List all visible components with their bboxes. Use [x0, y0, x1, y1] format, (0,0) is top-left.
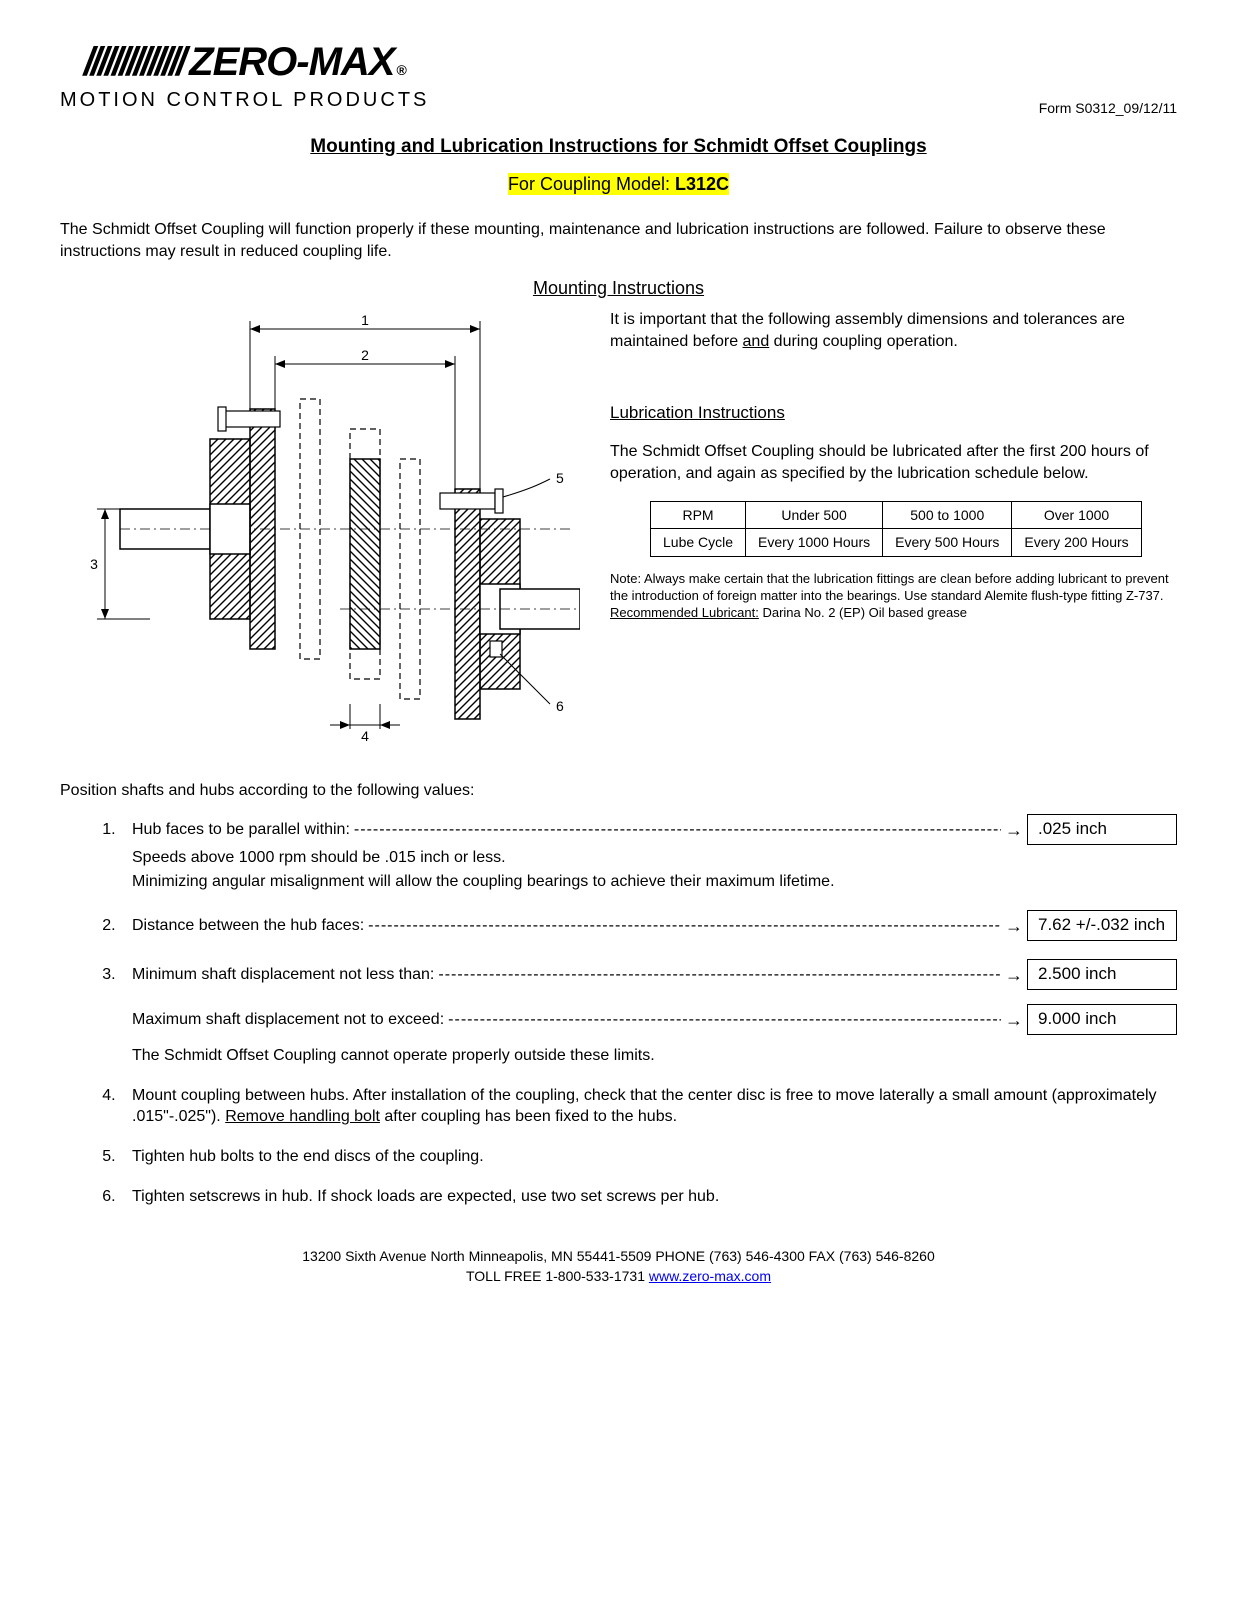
table-cell: Every 500 Hours: [883, 529, 1012, 557]
table-row: Lube Cycle Every 1000 Hours Every 500 Ho…: [651, 529, 1142, 557]
list-item: Minimum shaft displacement not less than…: [120, 959, 1177, 1066]
dash-leader: ----------------------------------------…: [368, 915, 1001, 937]
dim-4-label: 4: [361, 728, 369, 744]
table-cell: Lube Cycle: [651, 529, 746, 557]
steps-list: Hub faces to be parallel within: -------…: [120, 814, 1177, 1207]
lubrication-note: Note: Always make certain that the lubri…: [610, 571, 1177, 622]
footer: 13200 Sixth Avenue North Minneapolis, MN…: [60, 1247, 1177, 1286]
table-cell: Under 500: [746, 501, 883, 529]
list-item: Mount coupling between hubs. After insta…: [120, 1085, 1177, 1128]
table-cell: Every 1000 Hours: [746, 529, 883, 557]
dash-leader: ----------------------------------------…: [448, 1009, 1001, 1031]
lubrication-heading: Lubrication Instructions: [610, 402, 1177, 425]
logo-text: ZERO-MAX: [189, 40, 394, 85]
intro-paragraph: The Schmidt Offset Coupling will functio…: [60, 219, 1177, 262]
table-row: RPM Under 500 500 to 1000 Over 1000: [651, 501, 1142, 529]
arrow-right-icon: →: [1005, 914, 1023, 938]
value-box: 2.500 inch: [1027, 959, 1177, 990]
dim-6-label: 6: [556, 698, 564, 714]
logo-block: ////////////// ZERO-MAX ® MOTION CONTROL…: [60, 40, 429, 112]
arrow-right-icon: →: [1005, 963, 1023, 987]
footer-tollfree: TOLL FREE 1-800-533-1731: [466, 1268, 649, 1284]
arrow-right-icon: →: [1005, 818, 1023, 842]
coupling-diagram-icon: 1 2 3: [60, 309, 580, 749]
value-box: 9.000 inch: [1027, 1004, 1177, 1035]
logo-registered-icon: ®: [396, 62, 405, 78]
assembly-note: It is important that the following assem…: [610, 309, 1177, 352]
logo-stripes-icon: //////////////: [84, 40, 184, 85]
list-item: Distance between the hub faces: --------…: [120, 910, 1177, 941]
list-item: Tighten setscrews in hub. If shock loads…: [120, 1186, 1177, 1208]
page-title: Mounting and Lubrication Instructions fo…: [60, 136, 1177, 158]
dash-leader: ----------------------------------------…: [354, 819, 1001, 841]
dash-leader: ----------------------------------------…: [438, 964, 1001, 986]
dim-2-label: 2: [361, 347, 369, 363]
footer-link[interactable]: www.zero-max.com: [649, 1268, 771, 1284]
position-intro: Position shafts and hubs according to th…: [60, 782, 1177, 800]
mid-row: 1 2 3: [60, 309, 1177, 754]
lubrication-table: RPM Under 500 500 to 1000 Over 1000 Lube…: [650, 501, 1142, 558]
table-cell: RPM: [651, 501, 746, 529]
step-subtext: The Schmidt Offset Coupling cannot opera…: [132, 1045, 1177, 1067]
dim-5-label: 5: [556, 470, 564, 486]
step-subtext: Speeds above 1000 rpm should be .015 inc…: [132, 847, 1177, 869]
list-item: Tighten hub bolts to the end discs of th…: [120, 1146, 1177, 1168]
lubrication-paragraph: The Schmidt Offset Coupling should be lu…: [610, 441, 1177, 484]
step-lead: Hub faces to be parallel within:: [132, 819, 350, 841]
logo: ////////////// ZERO-MAX ®: [84, 40, 406, 85]
list-item: Hub faces to be parallel within: -------…: [120, 814, 1177, 892]
model-line: For Coupling Model: L312C: [60, 174, 1177, 195]
mounting-heading: Mounting Instructions: [60, 278, 1177, 299]
footer-address: 13200 Sixth Avenue North Minneapolis, MN…: [60, 1247, 1177, 1267]
table-cell: Every 200 Hours: [1012, 529, 1141, 557]
arrow-right-icon: →: [1005, 1008, 1023, 1032]
step-lead: Minimum shaft displacement not less than…: [132, 964, 434, 986]
dim-3-label: 3: [90, 556, 98, 572]
table-cell: 500 to 1000: [883, 501, 1012, 529]
step-lead: Maximum shaft displacement not to exceed…: [132, 1009, 444, 1031]
model-prefix: For Coupling Model:: [508, 174, 675, 194]
value-box: .025 inch: [1027, 814, 1177, 845]
form-id: Form S0312_09/12/11: [1039, 100, 1177, 116]
step-subtext: Minimizing angular misalignment will all…: [132, 871, 1177, 893]
step-lead: Distance between the hub faces:: [132, 915, 364, 937]
value-box: 7.62 +/-.032 inch: [1027, 910, 1177, 941]
table-cell: Over 1000: [1012, 501, 1141, 529]
model-code: L312C: [675, 174, 729, 194]
header: ////////////// ZERO-MAX ® MOTION CONTROL…: [60, 40, 1177, 116]
tagline: MOTION CONTROL PRODUCTS: [60, 89, 429, 112]
dim-1-label: 1: [361, 312, 369, 328]
diagram-column: 1 2 3: [60, 309, 580, 754]
right-column: It is important that the following assem…: [610, 309, 1177, 754]
